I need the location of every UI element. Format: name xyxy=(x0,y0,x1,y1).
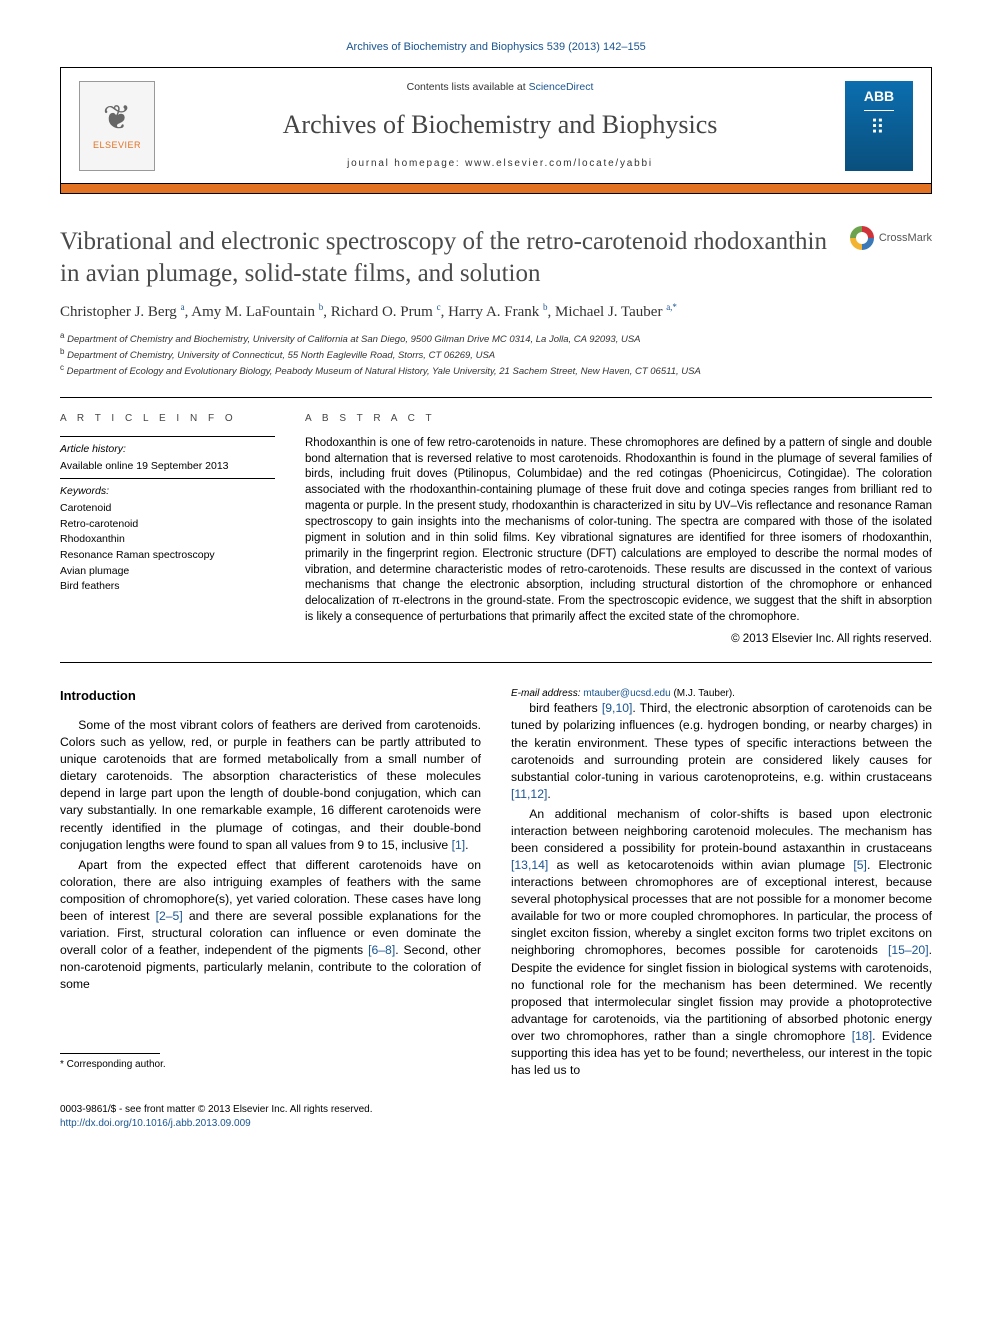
affiliation-line: b Department of Chemistry, University of… xyxy=(60,347,932,363)
article-history: Article history: Available online 19 Sep… xyxy=(60,436,275,473)
body-paragraph: Apart from the expected effect that diff… xyxy=(60,857,481,994)
keywords-header: Keywords: xyxy=(60,484,275,499)
keyword: Carotenoid xyxy=(60,501,275,516)
email-post: (M.J. Tauber). xyxy=(671,688,735,699)
abstract-label: A B S T R A C T xyxy=(305,412,932,426)
journal-cover-thumb[interactable]: ABB ⠿ xyxy=(845,81,913,171)
elsevier-tree-icon: ❦ xyxy=(103,101,132,135)
body-text: . xyxy=(547,787,550,801)
keyword: Avian plumage xyxy=(60,564,275,579)
citation-link[interactable]: [1] xyxy=(452,838,466,852)
intro-heading: Introduction xyxy=(60,687,481,705)
author-list: Christopher J. Berg a, Amy M. LaFountain… xyxy=(60,301,932,323)
citation-link[interactable]: [13,14] xyxy=(511,858,548,872)
citation-link[interactable]: [6–8] xyxy=(368,943,395,957)
journal-ref-link[interactable]: Archives of Biochemistry and Biophysics … xyxy=(346,41,646,53)
cover-abbrev: ABB xyxy=(864,87,894,111)
citation-link[interactable]: [11,12] xyxy=(511,787,547,801)
body-text: as well as ketocarotenoids within avian … xyxy=(548,858,853,872)
article-info: A R T I C L E I N F O Article history: A… xyxy=(60,412,275,648)
journal-name: Archives of Biochemistry and Biophysics xyxy=(171,107,829,143)
body-text: bird feathers xyxy=(529,701,602,715)
keyword: Retro-carotenoid xyxy=(60,517,275,532)
homepage-line: journal homepage: www.elsevier.com/locat… xyxy=(171,157,829,171)
email-link[interactable]: mtauber@ucsd.edu xyxy=(583,688,670,699)
homepage-label: journal homepage: xyxy=(347,158,465,169)
email-label: E-mail address: xyxy=(511,688,583,699)
body-text: Some of the most vibrant colors of feath… xyxy=(60,718,481,852)
crossmark-label: CrossMark xyxy=(879,231,932,246)
keyword: Resonance Raman spectroscopy xyxy=(60,548,275,563)
body-paragraph: bird feathers [9,10]. Third, the electro… xyxy=(511,700,932,802)
keyword: Bird feathers xyxy=(60,579,275,594)
rule-above-info xyxy=(60,397,932,398)
citation-link[interactable]: [2–5] xyxy=(156,909,183,923)
sciencedirect-link[interactable]: ScienceDirect xyxy=(529,81,594,93)
cover-graphic-icon: ⠿ xyxy=(870,114,888,142)
article-info-label: A R T I C L E I N F O xyxy=(60,412,275,426)
journal-reference: Archives of Biochemistry and Biophysics … xyxy=(60,40,932,55)
email-line: E-mail address: mtauber@ucsd.edu (M.J. T… xyxy=(511,687,932,701)
affiliations: a Department of Chemistry and Biochemist… xyxy=(60,331,932,379)
affiliation-line: c Department of Ecology and Evolutionary… xyxy=(60,363,932,379)
abstract-text: Rhodoxanthin is one of few retro-caroten… xyxy=(305,436,932,626)
crossmark-badge[interactable]: CrossMark xyxy=(850,226,932,250)
footer-meta: 0003-9861/$ - see front matter © 2013 El… xyxy=(60,1103,932,1131)
keyword: Rhodoxanthin xyxy=(60,532,275,547)
journal-header: ❦ ELSEVIER Contents lists available at S… xyxy=(60,67,932,184)
abstract: A B S T R A C T Rhodoxanthin is one of f… xyxy=(305,412,932,648)
crossmark-icon xyxy=(850,226,874,250)
body-paragraph: An additional mechanism of color-shifts … xyxy=(511,806,932,1079)
citation-link[interactable]: [9,10] xyxy=(602,701,633,715)
keywords-block: Keywords: CarotenoidRetro-carotenoidRhod… xyxy=(60,478,275,594)
article-title: Vibrational and electronic spectroscopy … xyxy=(60,226,850,289)
affiliation-line: a Department of Chemistry and Biochemist… xyxy=(60,331,932,347)
body-text: . Electronic interactions between chromo… xyxy=(511,858,932,957)
elsevier-label: ELSEVIER xyxy=(93,139,141,152)
citation-link[interactable]: [18] xyxy=(852,1029,872,1043)
issn-line: 0003-9861/$ - see front matter © 2013 El… xyxy=(60,1103,932,1117)
citation-link[interactable]: [5] xyxy=(853,858,867,872)
body-text: An additional mechanism of color-shifts … xyxy=(511,807,932,855)
contents-pre: Contents lists available at xyxy=(407,81,529,93)
corr-author-line: * Corresponding author. xyxy=(60,1058,481,1072)
footnote-rule xyxy=(60,1053,160,1054)
history-value: Available online 19 September 2013 xyxy=(60,459,275,474)
body-paragraph: Some of the most vibrant colors of feath… xyxy=(60,717,481,854)
history-header: Article history: xyxy=(60,442,275,457)
elsevier-logo[interactable]: ❦ ELSEVIER xyxy=(79,81,155,171)
citation-link[interactable]: [15–20] xyxy=(888,943,929,957)
contents-lists-line: Contents lists available at ScienceDirec… xyxy=(171,80,829,95)
header-center: Contents lists available at ScienceDirec… xyxy=(155,80,845,171)
abstract-copyright: © 2013 Elsevier Inc. All rights reserved… xyxy=(305,632,932,648)
doi-link[interactable]: http://dx.doi.org/10.1016/j.abb.2013.09.… xyxy=(60,1118,251,1129)
body-columns: Introduction Some of the most vibrant co… xyxy=(60,687,932,1079)
homepage-link[interactable]: www.elsevier.com/locate/yabbi xyxy=(465,158,653,169)
body-text: . xyxy=(465,838,468,852)
header-accent-rule xyxy=(60,184,932,194)
